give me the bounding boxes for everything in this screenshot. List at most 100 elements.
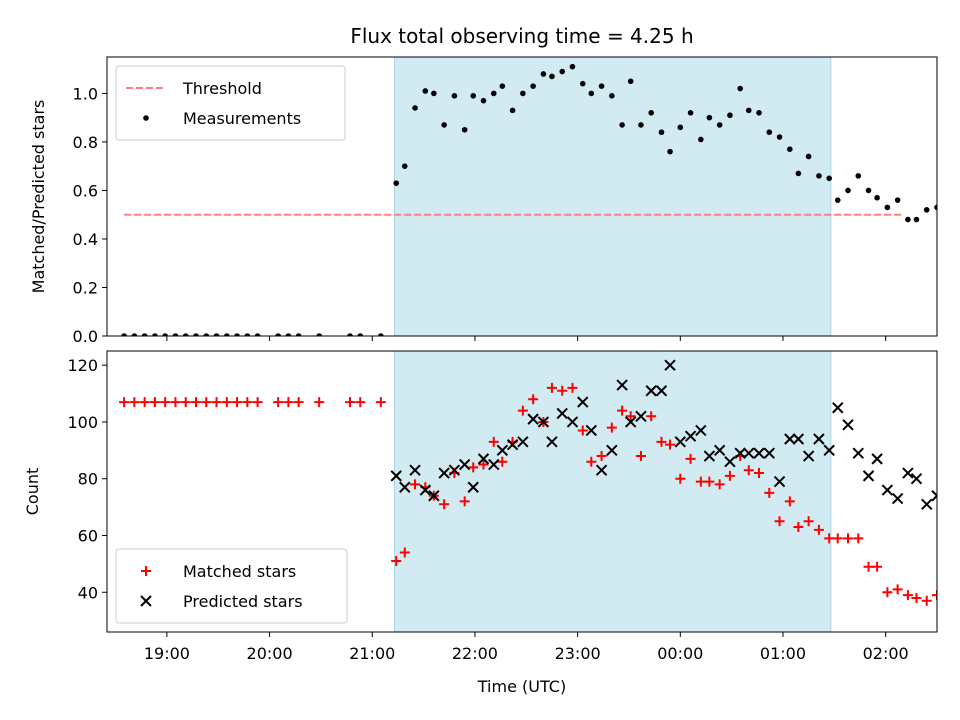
data-point-matched — [902, 590, 913, 601]
data-point-predicted — [852, 447, 864, 459]
data-point-predicted — [674, 436, 687, 448]
data-point-matched — [695, 476, 706, 487]
data-point-predicted — [556, 407, 568, 420]
legend-label: Matched stars — [183, 562, 296, 581]
data-point-matched — [853, 533, 864, 544]
data-point-measurement — [619, 122, 625, 128]
data-point-predicted — [419, 484, 432, 496]
data-point-measurement — [422, 88, 429, 94]
data-point-measurement — [412, 105, 418, 111]
data-point-measurement — [638, 122, 644, 128]
data-point-measurement — [855, 173, 862, 179]
data-point-measurement — [706, 114, 713, 121]
data-point-matched — [824, 533, 835, 544]
legend-predicted-swatch — [140, 595, 152, 607]
data-point-measurement — [509, 107, 516, 114]
data-point-measurement — [716, 122, 723, 128]
data-point-predicted — [881, 484, 894, 496]
data-point-predicted — [585, 424, 598, 437]
data-point-predicted — [488, 458, 500, 471]
data-point-predicted — [537, 416, 550, 428]
y-tick-label: 100 — [67, 413, 98, 432]
data-point-matched — [211, 397, 222, 408]
data-point-matched — [892, 584, 903, 595]
y-tick-label: 1.0 — [73, 84, 98, 103]
data-point-matched — [139, 397, 150, 408]
data-point-matched — [606, 422, 617, 433]
data-point-matched — [221, 397, 232, 408]
data-point-predicted — [713, 444, 726, 457]
data-point-measurement — [598, 83, 605, 89]
data-point-matched — [754, 468, 765, 479]
data-point-measurement — [378, 333, 384, 336]
data-point-matched — [119, 397, 130, 408]
data-point-predicted — [734, 447, 746, 459]
data-point-matched — [459, 496, 470, 507]
data-point-measurement — [569, 63, 576, 70]
data-point-measurement — [461, 126, 468, 133]
data-point-predicted — [517, 436, 529, 448]
data-point-predicted — [703, 450, 716, 462]
legend-measurements-swatch — [143, 115, 149, 121]
x-tick-label: 22:00 — [452, 644, 498, 663]
data-point-matched — [252, 397, 263, 408]
axes-frame — [106, 56, 938, 337]
data-point-measurement — [520, 90, 526, 97]
data-point-predicted — [577, 396, 589, 408]
data-point-predicted — [921, 498, 933, 510]
data-point-matched — [635, 451, 646, 462]
data-point-predicted — [664, 359, 676, 371]
data-point-predicted — [784, 433, 796, 445]
y-tick-label: 0.2 — [73, 278, 98, 297]
legend-label: Measurements — [183, 109, 301, 128]
y-axis-label: Matched/Predicted stars — [29, 100, 48, 294]
data-point-matched — [764, 487, 775, 498]
data-point-predicted — [695, 424, 707, 437]
data-point-matched — [439, 499, 450, 510]
data-point-matched — [586, 456, 597, 467]
data-point-predicted — [506, 438, 519, 451]
data-point-predicted — [823, 444, 835, 457]
data-point-matched — [832, 533, 843, 544]
data-point-matched — [704, 476, 715, 487]
data-point-measurement — [905, 216, 911, 223]
legend-label: Threshold — [182, 79, 262, 98]
data-point-matched — [557, 385, 568, 396]
data-point-predicted — [763, 447, 775, 459]
data-point-measurement — [121, 333, 127, 336]
data-point-measurement — [874, 194, 880, 201]
legend-box — [115, 548, 348, 624]
data-point-matched — [149, 397, 160, 408]
data-point-measurement — [393, 180, 400, 186]
data-point-predicted — [595, 464, 608, 476]
data-point-predicted — [390, 470, 402, 482]
data-point-predicted — [655, 385, 668, 397]
data-point-measurement — [347, 333, 353, 336]
data-point-matched — [232, 397, 243, 408]
data-point-matched — [577, 425, 588, 436]
data-point-matched — [567, 382, 578, 393]
data-point-matched — [774, 516, 785, 527]
data-point-measurement — [141, 333, 148, 336]
series-matched-stars — [119, 382, 937, 606]
data-point-predicted — [438, 467, 450, 479]
y-tick-label: 40 — [78, 583, 98, 602]
observing-window-band — [394, 56, 832, 337]
data-point-matched — [293, 397, 304, 408]
data-point-measurement — [316, 333, 323, 336]
data-point-matched — [675, 473, 686, 484]
data-point-matched — [714, 479, 725, 490]
data-point-measurement — [470, 93, 477, 99]
data-point-measurement — [865, 187, 872, 194]
data-point-measurement — [923, 207, 930, 213]
data-point-measurement — [579, 80, 586, 87]
data-point-predicted — [743, 447, 755, 459]
legend: Threshold Measurements — [115, 65, 346, 141]
data-point-matched — [242, 397, 253, 408]
data-point-matched — [685, 453, 696, 464]
data-point-measurement — [627, 78, 634, 85]
y-tick-label: 60 — [78, 526, 98, 545]
data-point-measurement — [285, 333, 292, 336]
data-point-measurement — [451, 93, 458, 99]
x-tick-label: 20:00 — [247, 644, 293, 663]
